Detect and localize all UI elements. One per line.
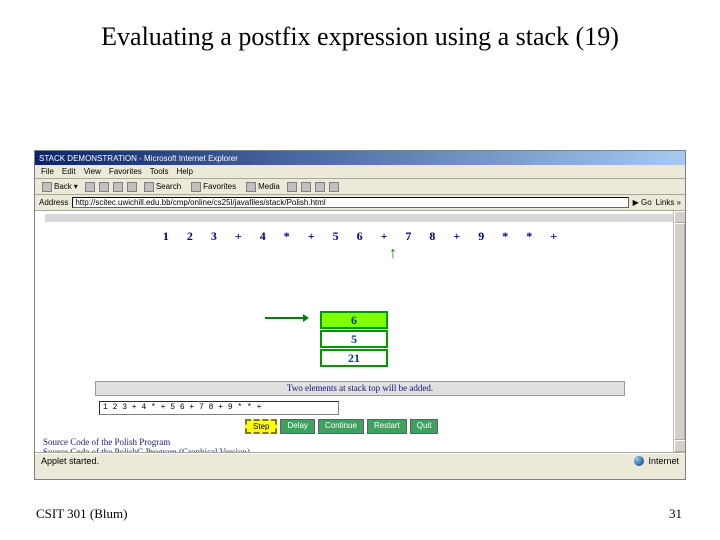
stack-cell-mid: 5 — [320, 330, 388, 348]
menu-file[interactable]: File — [41, 167, 54, 176]
stop-icon[interactable] — [99, 182, 109, 192]
browser-window: STACK DEMONSTRATION - Microsoft Internet… — [34, 150, 686, 480]
history-icon[interactable] — [287, 182, 297, 192]
vertical-scrollbar[interactable] — [673, 211, 685, 452]
tok: 8 — [429, 229, 435, 244]
delay-button[interactable]: Delay — [280, 419, 314, 434]
expression-row: 1 2 3 + 4 * + 5 6 + 7 8 + 9 * * + — [35, 229, 685, 244]
continue-button[interactable]: Continue — [318, 419, 364, 434]
menu-favorites[interactable]: Favorites — [109, 167, 142, 176]
status-right: Internet — [634, 456, 679, 466]
statusbar: Applet started. Internet — [35, 453, 685, 467]
mail-icon[interactable] — [301, 182, 311, 192]
address-bar: Address http://scitec.uwichill.edu.bb/cm… — [35, 195, 685, 211]
content-area: 1 2 3 + 4 * + 5 6 + 7 8 + 9 * * + ↑ 6 5 … — [35, 211, 685, 453]
tok: + — [308, 229, 315, 244]
globe-icon — [634, 456, 644, 466]
print-icon[interactable] — [315, 182, 325, 192]
stack-cell-top: 6 — [320, 311, 388, 329]
scroll-thumb[interactable] — [674, 223, 685, 440]
source-links: Source Code of the Polish Program Source… — [43, 438, 250, 453]
status-zone: Internet — [648, 456, 679, 466]
go-button[interactable]: ▶ Go — [633, 198, 652, 207]
arrow-right-icon — [265, 317, 305, 319]
search-icon — [144, 182, 154, 192]
scroll-down-icon[interactable] — [674, 440, 685, 452]
menu-help[interactable]: Help — [176, 167, 192, 176]
page-number: 31 — [669, 506, 682, 522]
menu-edit[interactable]: Edit — [62, 167, 76, 176]
expression-input[interactable]: 1 2 3 + 4 * + 5 6 + 7 8 + 9 * * + — [99, 401, 339, 415]
window-title: STACK DEMONSTRATION - Microsoft Internet… — [39, 154, 238, 163]
favorites-button[interactable]: Favorites — [188, 182, 239, 192]
menubar: File Edit View Favorites Tools Help — [35, 165, 685, 179]
tok: 7 — [405, 229, 411, 244]
quit-button[interactable]: Quit — [410, 419, 439, 434]
tok: + — [550, 229, 557, 244]
tok: 9 — [478, 229, 484, 244]
slide-title: Evaluating a postfix expression using a … — [0, 0, 720, 64]
tok: 5 — [333, 229, 339, 244]
menu-view[interactable]: View — [84, 167, 101, 176]
search-button[interactable]: Search — [141, 182, 184, 192]
home-icon[interactable] — [127, 182, 137, 192]
tok: + — [381, 229, 388, 244]
tok: * — [284, 229, 290, 244]
menu-tools[interactable]: Tools — [150, 167, 169, 176]
tok: 4 — [260, 229, 266, 244]
pointer-up-icon: ↑ — [389, 245, 397, 263]
edit-icon[interactable] — [329, 182, 339, 192]
address-label: Address — [39, 198, 68, 207]
step-button[interactable]: Step — [245, 419, 277, 434]
button-row: Step Delay Continue Restart Quit — [245, 419, 438, 434]
media-icon — [246, 182, 256, 192]
back-icon — [42, 182, 52, 192]
tok: 6 — [357, 229, 363, 244]
tok: * — [526, 229, 532, 244]
forward-icon[interactable] — [85, 182, 95, 192]
source-link-2[interactable]: Source Code of the PolishG Program (Grap… — [43, 448, 250, 453]
status-left: Applet started. — [41, 456, 99, 466]
tok: 1 — [163, 229, 169, 244]
tok: 2 — [187, 229, 193, 244]
tok: + — [453, 229, 460, 244]
decor-bar — [45, 214, 675, 222]
restart-button[interactable]: Restart — [367, 419, 407, 434]
description-bar: Two elements at stack top will be added. — [95, 381, 625, 396]
refresh-icon[interactable] — [113, 182, 123, 192]
titlebar: STACK DEMONSTRATION - Microsoft Internet… — [35, 151, 685, 165]
stack-display: 6 5 21 — [320, 311, 388, 368]
stack-cell-bot: 21 — [320, 349, 388, 367]
tok: 3 — [211, 229, 217, 244]
address-input[interactable]: http://scitec.uwichill.edu.bb/cmp/online… — [72, 197, 628, 208]
back-label: Back — [54, 182, 72, 191]
tok: + — [235, 229, 242, 244]
back-button[interactable]: Back ▾ — [39, 182, 81, 192]
footer-left: CSIT 301 (Blum) — [36, 506, 128, 522]
scroll-up-icon[interactable] — [674, 211, 685, 223]
toolbar: Back ▾ Search Favorites Media — [35, 179, 685, 195]
tok: * — [502, 229, 508, 244]
links-label[interactable]: Links » — [656, 198, 681, 207]
media-button[interactable]: Media — [243, 182, 283, 192]
favorites-icon — [191, 182, 201, 192]
